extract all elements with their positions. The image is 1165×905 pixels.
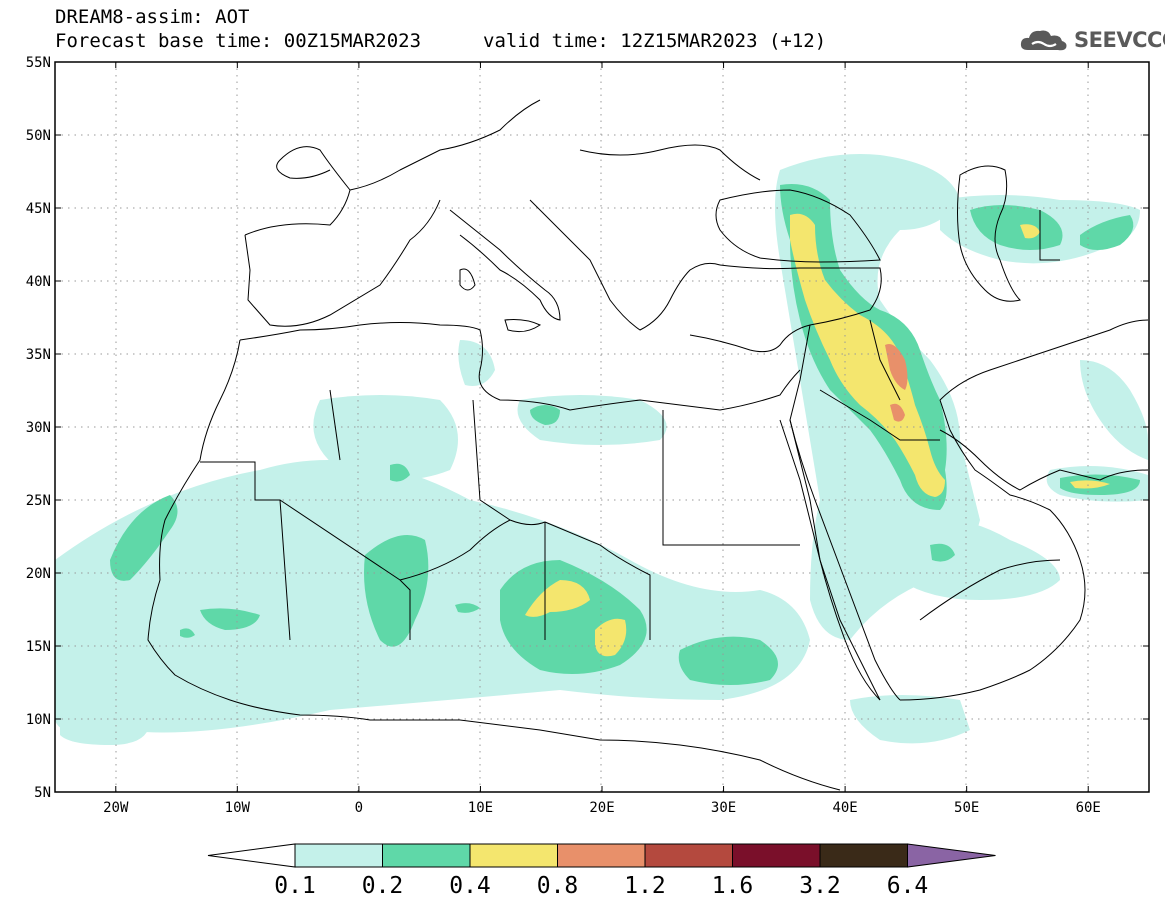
latitude-axis: 55N 50N 45N 40N 35N 30N 25N 20N 15N 10N 5N [26,55,1149,801]
lat-label: 55N [26,55,51,71]
longitude-axis: 20W 10W 0 10E 20E 30E 40E 50E 60E [103,62,1101,816]
lon-label: 40E [832,800,857,816]
lat-label: 45N [26,201,51,217]
coastlines-borders [147,99,1149,791]
colorbar-under-arrow [207,843,296,868]
colorbar-box [469,843,558,868]
lat-label: 25N [26,493,51,509]
forecast-base-time: Forecast base time: 00Z15MAR2023 [55,30,422,52]
colorbar-box [557,843,646,868]
colorbar-level-label: 3.2 [799,873,841,899]
lon-label: 30E [711,800,736,816]
lon-label: 20W [103,800,129,816]
cloud-icon [1020,30,1067,51]
colorbar-level-label: 0.8 [537,873,579,899]
lat-label: 20N [26,566,51,582]
colorbar-level-label: 1.2 [624,873,666,899]
colorbar-box [644,843,733,868]
colorbar-over-arrow [907,843,996,868]
lon-label: 0 [355,800,363,816]
lat-label: 10N [26,712,51,728]
colorbar: 0.1 0.2 0.4 0.8 1.2 1.6 3.2 6.4 [207,843,996,899]
lat-label: 40N [26,274,51,290]
colorbar-box [294,843,383,868]
lat-label: 5N [34,785,51,801]
lon-label: 60E [1076,800,1101,816]
colorbar-box [382,843,471,868]
lon-label: 10E [468,800,493,816]
colorbar-level-label: 1.6 [712,873,754,899]
lon-label: 50E [954,800,979,816]
colorbar-level-label: 6.4 [887,873,929,899]
colorbar-level-label: 0.2 [362,873,404,899]
graticule [55,62,1149,792]
lon-label: 20E [589,800,614,816]
colorbar-box [819,843,908,868]
model-title: DREAM8-assim: AOT [55,6,250,28]
lat-label: 30N [26,420,51,436]
lon-label: 10W [225,800,251,816]
colorbar-level-label: 0.4 [449,873,491,899]
lat-label: 15N [26,639,51,655]
lat-label: 50N [26,128,51,144]
logo-text: SEEVCCC [1074,28,1165,52]
valid-time: valid time: 12Z15MAR2023 (+12) [483,30,827,52]
lat-label: 35N [26,347,51,363]
seevccc-logo: SEEVCCC [1018,24,1165,56]
colorbar-box [732,843,821,868]
colorbar-level-label: 0.1 [274,873,316,899]
